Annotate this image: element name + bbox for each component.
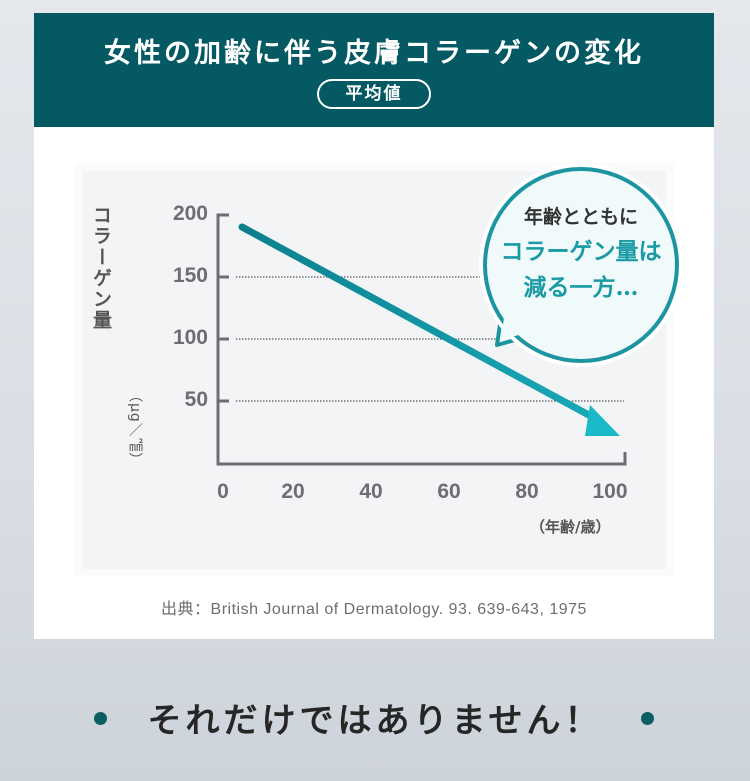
x-tick-0: 0 (217, 480, 229, 503)
y-tick-200: 200 (172, 202, 208, 225)
bullet-dot-right-icon (641, 712, 654, 725)
bullet-dot-left-icon (94, 712, 107, 725)
collagen-trend-line (238, 223, 602, 424)
axis-lines (216, 213, 627, 466)
chart-title: 女性の加齢に伴う皮膚コラーゲンの変化 (104, 38, 644, 69)
source-citation: 出典：British Journal of Dermatology. 93. 6… (161, 601, 587, 618)
y-tick-100: 100 (172, 326, 208, 349)
chart-header: 女性の加齢に伴う皮膚コラーゲンの変化 平均値 (34, 13, 714, 127)
callout-line-1: 年齢とともに (523, 206, 638, 228)
x-tick-20: 20 (281, 480, 305, 503)
callout-line-3: 減る一方… (523, 274, 639, 301)
x-tick-60: 60 (437, 480, 461, 503)
arrowhead-icon (585, 405, 620, 436)
callout-line-2: コラーゲン量は (500, 238, 662, 265)
x-axis-label: （年齢/歳） (530, 518, 611, 536)
callout-text: 年齢とともに コラーゲン量は 減る一方… (483, 200, 679, 306)
x-tick-40: 40 (359, 480, 383, 503)
y-axis-unit: （μg／㎟） (127, 388, 143, 468)
x-tick-100: 100 (592, 480, 628, 503)
tagline: それだけではありません！ (147, 701, 603, 741)
axes (216, 213, 627, 466)
average-badge: 平均値 (317, 79, 431, 109)
y-tick-50: 50 (184, 388, 208, 411)
y-tick-150: 150 (172, 264, 208, 287)
x-tick-80: 80 (515, 480, 539, 503)
y-axis-label: コラーゲン量 (90, 205, 112, 331)
